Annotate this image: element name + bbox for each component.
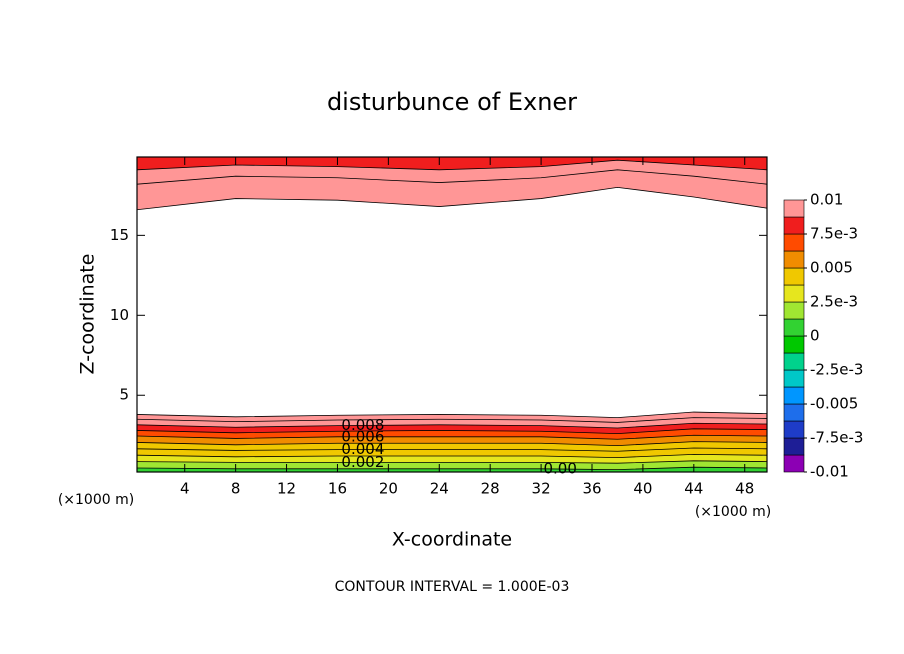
colorbar-box xyxy=(783,301,805,320)
colorbar-label: 0 xyxy=(810,327,820,345)
contour-line xyxy=(136,422,768,429)
colorbar-box xyxy=(783,454,805,473)
x-tick-label: 4 xyxy=(180,480,190,498)
x-tick-label: 28 xyxy=(481,480,500,498)
x-tick-label: 12 xyxy=(277,480,296,498)
colorbar-label: -0.01 xyxy=(810,463,849,481)
colorbar-box xyxy=(783,352,805,371)
colorbar-box xyxy=(783,386,805,405)
contour-line xyxy=(136,441,768,447)
colorbar-box xyxy=(783,420,805,439)
contour-label: 0.002 xyxy=(341,453,384,471)
colorbar-label: 7.5e-3 xyxy=(810,225,858,243)
contour-line xyxy=(136,411,768,419)
x-tick-label: 44 xyxy=(684,480,703,498)
colorbar-label: -7.5e-3 xyxy=(810,429,863,447)
colorbar-label: -2.5e-3 xyxy=(810,361,863,379)
y-unit: (×1000 m) xyxy=(58,492,134,508)
x-tick-label: 20 xyxy=(379,480,398,498)
x-tick-label: 48 xyxy=(735,480,754,498)
contour-fill xyxy=(137,157,767,170)
colorbar-box xyxy=(783,233,805,252)
x-tick-label: 24 xyxy=(430,480,449,498)
x-axis-label: X-coordinate xyxy=(392,529,512,551)
contour-label: 0.008 xyxy=(341,416,384,434)
chart-title: disturbunce of Exner xyxy=(327,88,577,116)
x-tick-label: 8 xyxy=(231,480,241,498)
x-tick-label: 36 xyxy=(582,480,601,498)
y-tick-label: 5 xyxy=(119,386,129,404)
colorbar-box xyxy=(783,318,805,337)
colorbar-box xyxy=(783,216,805,235)
contour-line xyxy=(136,428,768,435)
contour-line xyxy=(136,159,768,171)
x-tick-label: 40 xyxy=(633,480,652,498)
contour-label: 0.004 xyxy=(341,440,384,458)
contour-label: 0.006 xyxy=(341,427,384,445)
contour-line xyxy=(136,460,768,464)
contour-label: 0.00 xyxy=(543,460,576,478)
x-tick-label: 32 xyxy=(532,480,551,498)
x-tick-label: 16 xyxy=(328,480,347,498)
colorbar-box xyxy=(783,250,805,269)
contour-line xyxy=(136,447,768,452)
colorbar-box xyxy=(783,284,805,303)
footer: CONTOUR INTERVAL = 1.000E-03 xyxy=(335,579,570,595)
contour-line xyxy=(136,186,768,211)
colorbar-label: 0.01 xyxy=(810,191,843,209)
contour-line xyxy=(136,169,768,185)
plot-area xyxy=(136,157,768,472)
contour-line xyxy=(136,417,768,423)
colorbar-label: 0.005 xyxy=(810,259,853,277)
y-tick-label: 15 xyxy=(110,226,129,244)
colorbar-box xyxy=(783,267,805,286)
colorbar-box xyxy=(783,335,805,354)
plot-frame xyxy=(136,156,768,473)
colorbar-label: 2.5e-3 xyxy=(810,293,858,311)
colorbar-label: -0.005 xyxy=(810,395,858,413)
y-tick-label: 10 xyxy=(110,306,129,324)
colorbar-box xyxy=(783,437,805,456)
colorbar-box xyxy=(783,369,805,388)
contour-line xyxy=(136,434,768,440)
colorbar-box xyxy=(783,403,805,422)
contour-fill xyxy=(137,467,767,472)
contour-line xyxy=(136,454,768,459)
y-axis-label: Z-coordinate xyxy=(77,254,99,375)
colorbar-box xyxy=(783,199,805,218)
x-unit: (×1000 m) xyxy=(695,504,771,520)
